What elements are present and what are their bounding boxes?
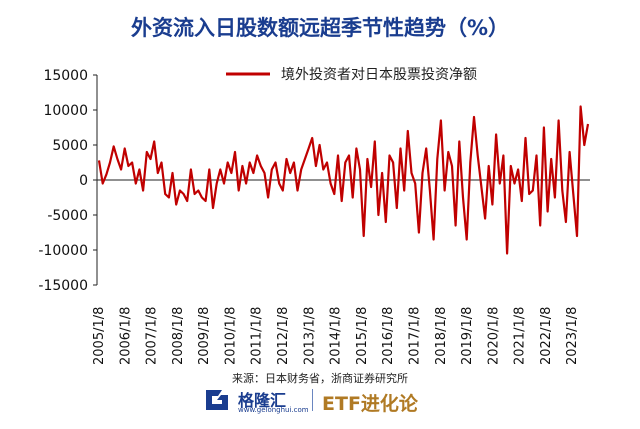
x-tick-label: 2018/1/8 [434, 307, 449, 365]
y-tick-label: -15000 [38, 278, 88, 294]
legend: 境外投资者对日本股票投资净额 [226, 67, 477, 83]
x-tick-label: 2010/1/8 [223, 307, 238, 365]
x-tick-label: 2009/1/8 [197, 307, 212, 365]
x-tick-label: 2017/1/8 [407, 307, 422, 365]
x-tick-label: 2022/1/8 [539, 307, 554, 365]
x-tick-label: 2020/1/8 [486, 307, 501, 365]
x-tick-label: 2014/1/8 [329, 307, 344, 365]
x-tick-label: 2015/1/8 [355, 307, 370, 365]
x-tick-label: 2023/1/8 [565, 307, 580, 365]
x-tick-label: 2007/1/8 [145, 307, 160, 365]
footer: 格隆汇 www.gelonghui.com ETF进化论 [0, 386, 640, 416]
x-tick-label: 2019/1/8 [460, 307, 475, 365]
x-axis: 2005/1/8 2006/1/8 2007/1/8 2008/1/8 2009/1/8… [92, 179, 590, 365]
y-tick-label: 5000 [52, 138, 88, 154]
series-line-0 [97, 105, 590, 255]
footer-divider [312, 389, 313, 411]
y-tick-label: 0 [79, 173, 88, 189]
y-tick-label: 15000 [43, 68, 88, 84]
legend-label: 境外投资者对日本股票投资净额 [281, 67, 477, 83]
x-tick-label: 2011/1/8 [250, 307, 265, 365]
x-tick-label: 2021/1/8 [513, 307, 528, 365]
source-note: 来源：日本财务省，浙商证券研究所 [232, 372, 408, 385]
brand-label: ETF进化论 [322, 393, 418, 415]
x-tick-label: 2005/1/8 [92, 307, 107, 365]
x-tick-label: 2012/1/8 [276, 307, 291, 365]
logo-url: www.gelonghui.com [238, 406, 309, 414]
y-tick-label: 10000 [43, 103, 88, 119]
x-tick-label: 2006/1/8 [118, 307, 133, 365]
x-tick-label: 2013/1/8 [302, 307, 317, 365]
y-tick-label: -10000 [38, 243, 88, 259]
x-tick-label: 2016/1/8 [381, 307, 396, 365]
y-axis: 15000 10000 5000 0 -5000 -10000 -15000 [38, 68, 98, 294]
gelonghui-logo-icon [206, 390, 228, 410]
x-tick-label: 2008/1/8 [171, 307, 186, 365]
y-tick-label: -5000 [47, 208, 88, 224]
plot-area [97, 105, 590, 255]
logo-text: 格隆汇 [238, 391, 287, 410]
chart-title: 外资流入日股数额远超季节性趋势（%） [130, 16, 510, 40]
